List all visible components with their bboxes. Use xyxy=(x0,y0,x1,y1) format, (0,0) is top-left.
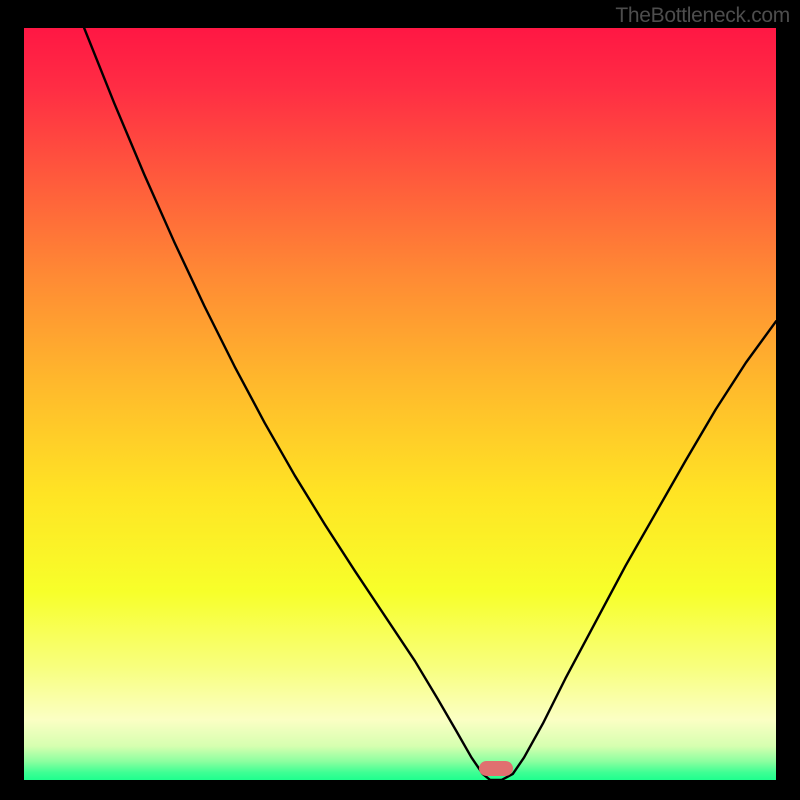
watermark-text: TheBottleneck.com xyxy=(615,4,790,28)
gradient-background xyxy=(24,28,776,780)
bottleneck-plot xyxy=(24,28,776,780)
optimal-marker xyxy=(479,761,513,776)
